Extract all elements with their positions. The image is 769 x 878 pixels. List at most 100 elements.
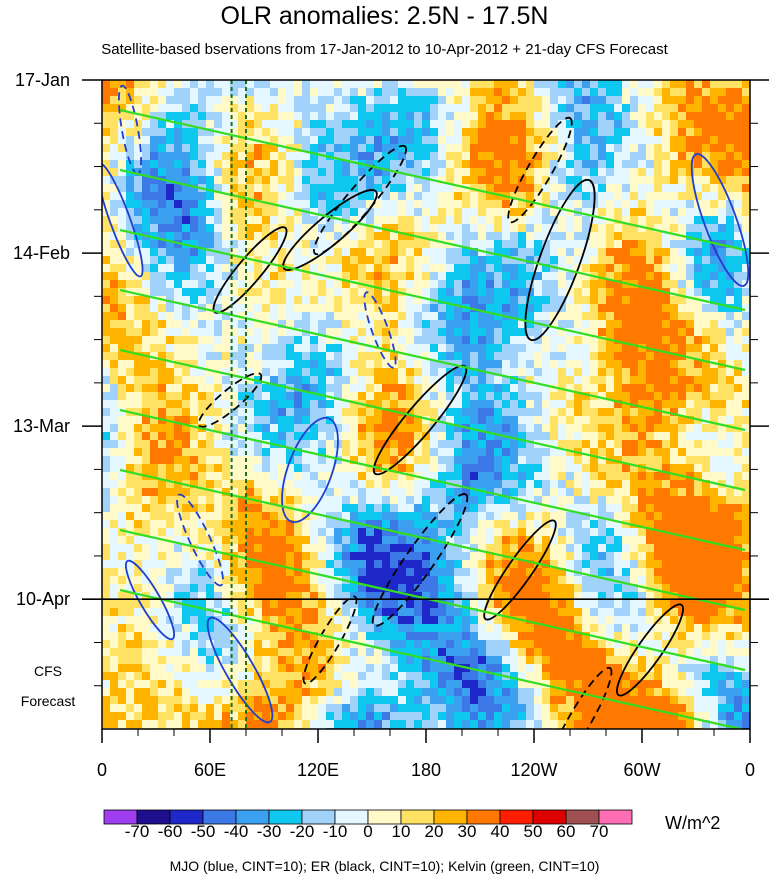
heat-cell bbox=[374, 280, 383, 289]
heat-cell bbox=[166, 344, 175, 353]
heat-cell bbox=[606, 440, 615, 449]
heat-cell bbox=[446, 160, 455, 169]
heat-cell bbox=[294, 240, 303, 249]
heat-cell bbox=[742, 96, 750, 105]
heat-cell bbox=[406, 152, 415, 161]
heat-cell bbox=[222, 344, 231, 353]
heat-cell bbox=[366, 88, 375, 97]
heat-cell bbox=[118, 560, 127, 569]
heat-cell bbox=[614, 504, 623, 513]
heat-cell bbox=[510, 320, 519, 329]
heat-cell bbox=[510, 112, 519, 121]
heat-cell bbox=[558, 488, 567, 497]
heat-cell bbox=[382, 160, 391, 169]
heat-cell bbox=[390, 304, 399, 313]
heat-cell bbox=[734, 528, 743, 537]
heat-cell bbox=[670, 512, 679, 521]
heat-cell bbox=[542, 352, 551, 361]
heat-cell bbox=[510, 192, 519, 201]
heat-cell bbox=[198, 392, 207, 401]
heat-cell bbox=[446, 440, 455, 449]
heat-cell bbox=[710, 376, 719, 385]
heat-cell bbox=[502, 280, 511, 289]
heat-cell bbox=[630, 392, 639, 401]
heat-cell bbox=[198, 168, 207, 177]
heat-cell bbox=[566, 280, 575, 289]
heat-cell bbox=[662, 264, 671, 273]
heat-cell bbox=[430, 216, 439, 225]
heat-cell bbox=[638, 232, 647, 241]
heat-cell bbox=[254, 192, 263, 201]
heat-cell bbox=[350, 280, 359, 289]
heat-cell bbox=[342, 88, 351, 97]
heat-cell bbox=[710, 216, 719, 225]
heat-cell bbox=[454, 176, 463, 185]
heat-cell bbox=[590, 432, 599, 441]
heat-cell bbox=[510, 464, 519, 473]
heat-cell bbox=[358, 288, 367, 297]
heat-cell bbox=[334, 152, 343, 161]
heat-cell bbox=[646, 304, 655, 313]
heat-cell bbox=[446, 304, 455, 313]
heat-cell bbox=[110, 496, 119, 505]
heat-cell bbox=[326, 240, 335, 249]
heat-cell bbox=[150, 184, 159, 193]
heat-cell bbox=[558, 344, 567, 353]
heat-cell bbox=[638, 312, 647, 321]
heat-cell bbox=[390, 120, 399, 129]
heat-cell bbox=[638, 136, 647, 145]
heat-cell bbox=[366, 536, 375, 545]
heat-cell bbox=[614, 520, 623, 529]
heat-cell bbox=[366, 344, 375, 353]
heat-cell bbox=[646, 160, 655, 169]
heat-cell bbox=[222, 256, 231, 265]
heat-cell bbox=[254, 96, 263, 105]
heat-cell bbox=[622, 240, 631, 249]
heat-cell bbox=[718, 112, 727, 121]
heat-cell bbox=[502, 216, 511, 225]
heat-cell bbox=[518, 272, 527, 281]
heat-cell bbox=[606, 128, 615, 137]
heat-cell bbox=[558, 376, 567, 385]
heat-cell bbox=[110, 384, 119, 393]
heat-cell bbox=[182, 184, 191, 193]
heat-cell bbox=[542, 248, 551, 257]
heat-cell bbox=[718, 80, 727, 89]
heat-cell bbox=[654, 416, 663, 425]
heat-cell bbox=[550, 520, 559, 529]
heat-cell bbox=[734, 168, 743, 177]
heat-cell bbox=[374, 248, 383, 257]
heat-cell bbox=[110, 336, 119, 345]
heat-cell bbox=[710, 272, 719, 281]
heat-cell bbox=[142, 360, 151, 369]
heat-cell bbox=[278, 144, 287, 153]
heat-cell bbox=[102, 144, 111, 153]
heat-cell bbox=[246, 152, 255, 161]
heat-cell bbox=[638, 400, 647, 409]
heat-cell bbox=[654, 400, 663, 409]
heat-cell bbox=[678, 432, 687, 441]
heat-cell bbox=[526, 440, 535, 449]
heat-cell bbox=[270, 544, 279, 553]
heat-cell bbox=[102, 112, 111, 121]
heat-cell bbox=[126, 392, 135, 401]
heat-cell bbox=[510, 496, 519, 505]
heat-cell bbox=[166, 152, 175, 161]
heat-cell bbox=[550, 136, 559, 145]
heat-cell bbox=[558, 168, 567, 177]
heat-cell bbox=[510, 248, 519, 257]
heat-cell bbox=[518, 216, 527, 225]
heat-cell bbox=[558, 96, 567, 105]
heat-cell bbox=[150, 336, 159, 345]
heat-cell bbox=[598, 392, 607, 401]
heat-cell bbox=[438, 320, 447, 329]
heat-cell bbox=[422, 344, 431, 353]
heat-cell bbox=[694, 552, 703, 561]
heat-cell bbox=[102, 568, 111, 577]
heat-cell bbox=[678, 120, 687, 129]
heat-cell bbox=[222, 432, 231, 441]
heat-cell bbox=[726, 480, 735, 489]
heat-cell bbox=[558, 368, 567, 377]
heat-cell bbox=[198, 504, 207, 513]
heat-cell bbox=[366, 456, 375, 465]
